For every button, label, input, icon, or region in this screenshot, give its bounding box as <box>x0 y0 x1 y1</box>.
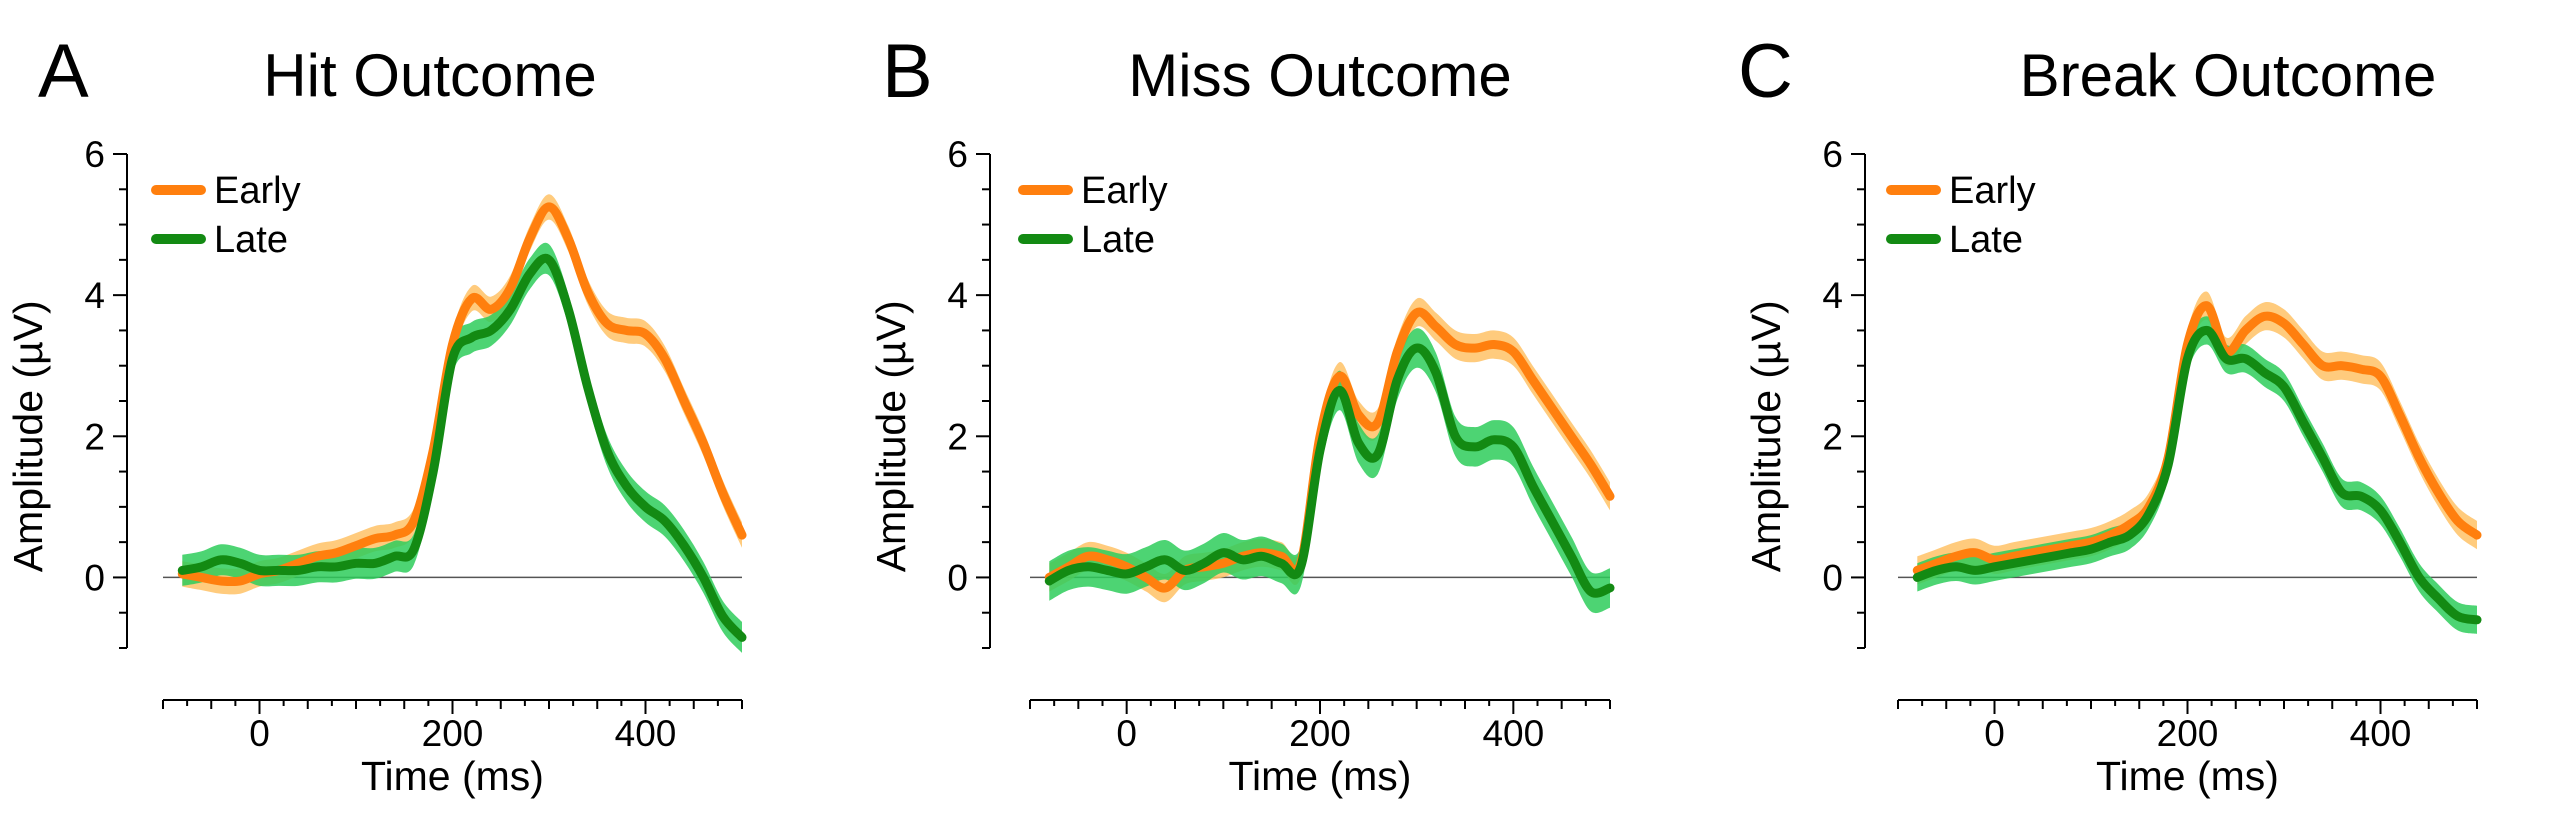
x-tick-label: 200 <box>2157 713 2219 754</box>
x-tick-label: 200 <box>1289 713 1351 754</box>
series-early-line <box>1044 307 1615 593</box>
legend-label-early: Early <box>214 170 301 212</box>
legend-label-late: Late <box>1081 219 1155 261</box>
y-tick-label: 4 <box>947 275 968 316</box>
x-tick-label: 400 <box>615 713 677 754</box>
x-tick-label: 0 <box>1984 713 2005 754</box>
y-tick-label: 2 <box>947 416 968 457</box>
panel-a: A Hit Outcome 0 2 4 6 Amplitude (µV) 0 200 400 Tim… <box>5 29 747 799</box>
y-tick-label: 2 <box>84 416 105 457</box>
x-tick-label: 200 <box>422 713 484 754</box>
legend-label-early: Early <box>1949 170 2036 212</box>
y-axis-label: Amplitude (µV) <box>1743 300 1789 572</box>
x-axis-label: Time (ms) <box>1229 753 1412 799</box>
x-axis-label: Time (ms) <box>2096 753 2279 799</box>
x-tick-label: 0 <box>1116 713 1137 754</box>
series-late-line <box>1044 343 1615 598</box>
series-late-error-band <box>1049 328 1610 614</box>
series-late-line <box>177 253 747 642</box>
panel-b: B Miss Outcome 0 2 4 6 Amplitude (µV) 0 200 400 Ti… <box>868 29 1615 799</box>
x-tick-label: 0 <box>249 713 270 754</box>
panel-c: C Break Outcome 0 2 4 6 Amplitude (µV) 0 200 400 T… <box>1738 29 2482 799</box>
x-tick-label: 400 <box>1482 713 1544 754</box>
y-tick-label: 2 <box>1822 416 1843 457</box>
x-tick-label: 400 <box>2350 713 2412 754</box>
panel-title: Miss Outcome <box>1128 42 1511 109</box>
legend-label-late: Late <box>214 219 288 261</box>
panel-title: Break Outcome <box>2020 42 2437 109</box>
y-tick-label: 4 <box>1822 275 1843 316</box>
y-tick-label: 6 <box>84 134 105 175</box>
y-tick-label: 0 <box>1822 557 1843 598</box>
legend: Early Late <box>151 170 301 261</box>
y-axis-label: Amplitude (µV) <box>5 300 51 572</box>
series-late-error-band <box>1917 316 2477 634</box>
y-tick-label: 0 <box>947 557 968 598</box>
legend: Early Late <box>1018 170 1168 261</box>
y-tick-label: 0 <box>84 557 105 598</box>
series-late-line <box>1912 325 2482 625</box>
panel-letter: B <box>882 29 933 114</box>
panel-title: Hit Outcome <box>263 42 596 109</box>
y-tick-label: 4 <box>84 275 105 316</box>
series-early-line <box>1912 301 2482 575</box>
y-tick-label: 6 <box>947 134 968 175</box>
x-axis-label: Time (ms) <box>361 753 544 799</box>
panel-letter: A <box>38 29 89 114</box>
legend-label-late: Late <box>1949 219 2023 261</box>
legend-label-early: Early <box>1081 170 1168 212</box>
panel-letter: C <box>1738 29 1793 114</box>
y-tick-label: 6 <box>1822 134 1843 175</box>
y-axis-label: Amplitude (µV) <box>868 300 914 572</box>
legend: Early Late <box>1886 170 2036 261</box>
